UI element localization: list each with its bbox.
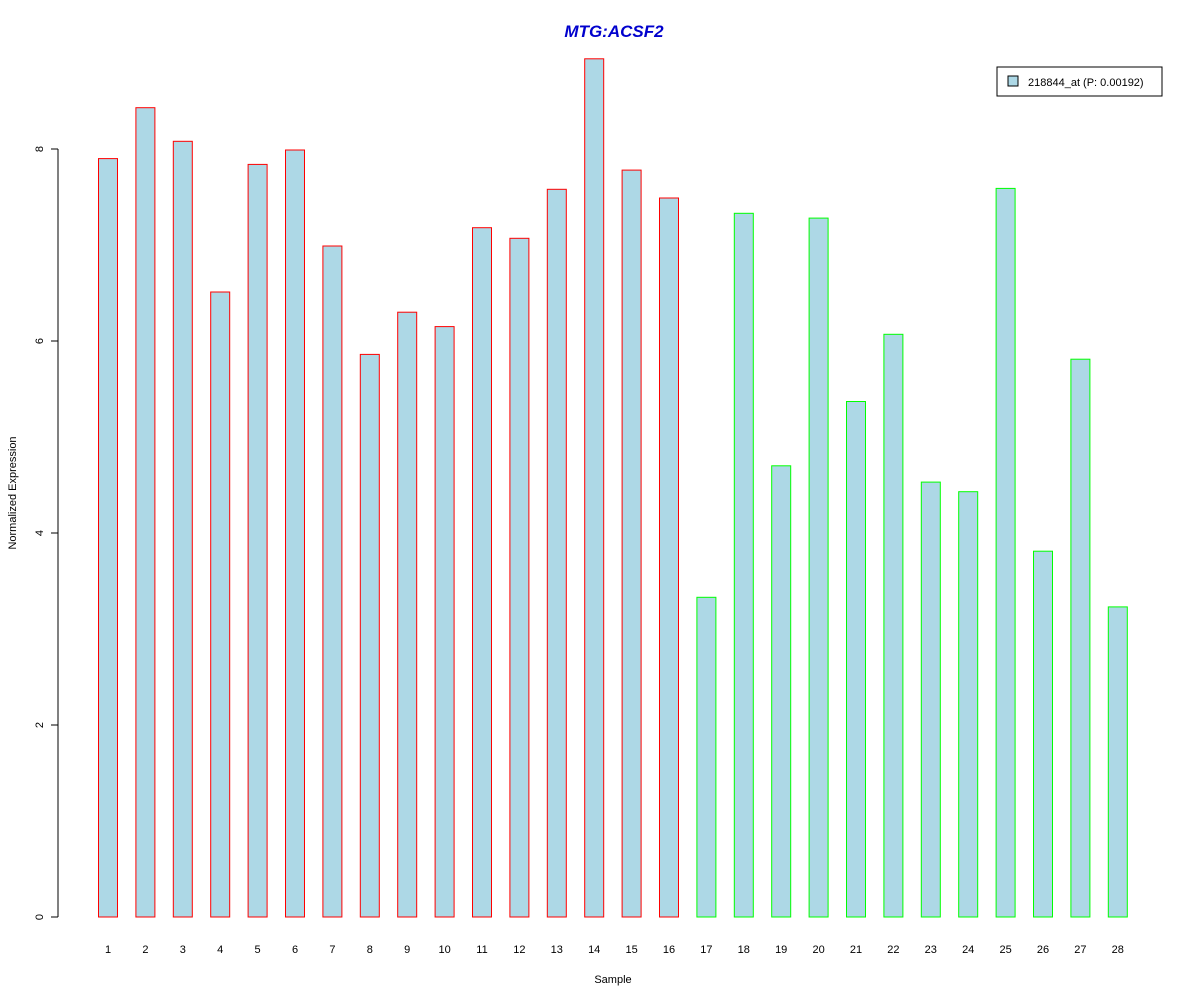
x-tick-label: 24 [962, 944, 974, 956]
x-tick-label: 19 [775, 944, 787, 956]
legend-label: 218844_at (P: 0.00192) [1028, 77, 1144, 89]
x-tick-label: 1 [105, 944, 111, 956]
bar-sample-22 [883, 333, 904, 918]
x-tick-label: 16 [663, 944, 675, 956]
x-tick-label: 11 [476, 944, 487, 956]
x-tick-label: 4 [217, 944, 223, 956]
y-axis: 0 2 4 6 8 [34, 146, 59, 920]
x-tick-label: 10 [438, 944, 450, 956]
y-tick-label: 6 [34, 338, 46, 344]
x-tick-label: 6 [292, 944, 298, 956]
x-tick-label: 5 [255, 944, 261, 956]
x-tick-label: 3 [180, 944, 186, 956]
bar-sample-20 [808, 217, 829, 918]
bar-sample-7 [322, 245, 343, 918]
bar-sample-13 [546, 188, 567, 918]
bar-sample-1 [98, 158, 118, 918]
legend: 218844_at (P: 0.00192) [996, 66, 1163, 97]
bar-sample-9 [397, 311, 418, 918]
bar-sample-8 [359, 353, 380, 918]
y-tick-label: 8 [34, 146, 46, 152]
bar-sample-6 [285, 149, 305, 918]
bar-sample-23 [920, 481, 941, 918]
bar-sample-5 [247, 163, 268, 918]
x-tick-label: 15 [625, 944, 637, 956]
bar-sample-12 [509, 237, 530, 918]
x-tick-label: 20 [812, 944, 824, 956]
x-tick-label: 23 [925, 944, 937, 956]
x-tick-label: 26 [1037, 944, 1049, 956]
y-tick-label: 2 [34, 722, 46, 728]
x-tick-label: 25 [999, 944, 1011, 956]
bar-sample-2 [135, 107, 156, 918]
x-tick-label: 7 [329, 944, 335, 956]
bar-sample-24 [958, 491, 979, 918]
bar-sample-25 [995, 187, 1016, 918]
bar-sample-14 [584, 58, 605, 918]
x-tick-label: 28 [1112, 944, 1124, 956]
bar-sample-15 [621, 169, 642, 918]
bar-sample-11 [472, 227, 492, 918]
y-tick-label: 0 [34, 914, 46, 920]
y-tick-label: 4 [34, 530, 46, 536]
bar-sample-16 [659, 197, 679, 918]
bar-sample-3 [172, 140, 193, 918]
x-tick-label: 8 [367, 944, 373, 956]
bar-sample-21 [846, 401, 866, 918]
bar-sample-19 [771, 465, 792, 918]
x-axis-label: Sample [594, 974, 631, 986]
bar-sample-26 [1033, 550, 1053, 918]
x-tick-label: 18 [738, 944, 750, 956]
x-tick-label: 14 [588, 944, 600, 956]
legend-box [996, 66, 1163, 97]
x-tick-label: 12 [513, 944, 525, 956]
bar-sample-4 [210, 291, 231, 918]
x-tick-label: 9 [404, 944, 410, 956]
chart-title: MTG:ACSF2 [564, 22, 664, 41]
bar-sample-18 [733, 212, 754, 918]
bar-sample-10 [434, 326, 455, 918]
y-axis-label: Normalized Expression [7, 436, 19, 549]
x-tick-label: 13 [551, 944, 563, 956]
x-tick-labels: 1 2 3 4 5 6 7 8 9 10 11 12 13 14 15 16 17 18 19 20 21 22 23 24 2… [105, 944, 1124, 956]
bar-sample-28 [1107, 606, 1128, 918]
x-tick-label: 27 [1074, 944, 1086, 956]
x-tick-label: 17 [700, 944, 712, 956]
legend-swatch [1007, 75, 1019, 87]
bar-sample-27 [1070, 358, 1091, 918]
bar-series [98, 58, 1128, 918]
x-tick-label: 21 [850, 944, 862, 956]
x-tick-label: 2 [142, 944, 148, 956]
x-tick-label: 22 [887, 944, 899, 956]
bar-sample-17 [696, 596, 717, 918]
